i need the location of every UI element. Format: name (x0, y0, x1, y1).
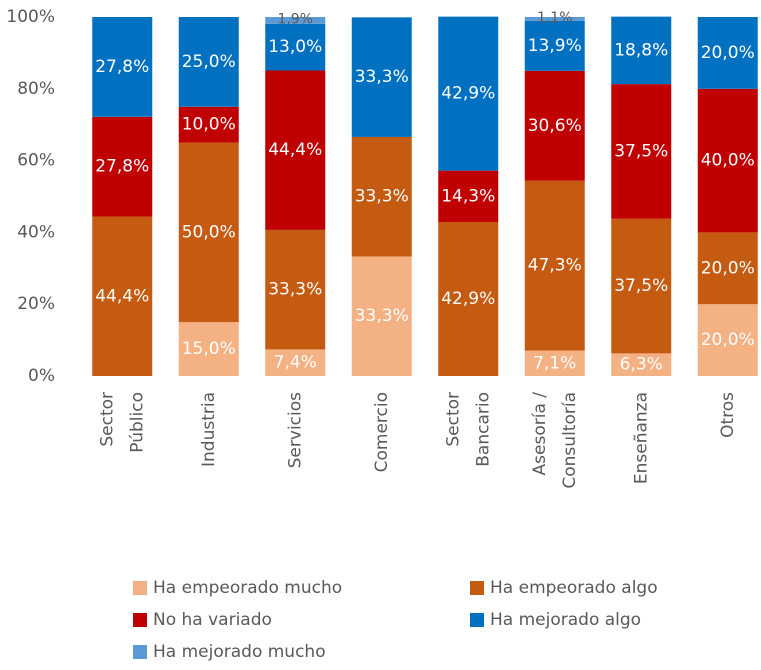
bar-segment (92, 116, 153, 217)
value-label: 27,8% (95, 57, 149, 77)
bar-segment (611, 84, 672, 219)
bar-segment (697, 304, 758, 376)
bar-segment (524, 180, 585, 351)
value-label: 27,8% (95, 157, 149, 177)
y-tick-label: 80% (17, 79, 55, 99)
bar-segment (178, 142, 239, 323)
x-tick-label: Bancario (473, 392, 493, 467)
value-label: 10,0% (182, 115, 236, 135)
value-label: 40,0% (701, 151, 755, 171)
bar-segment (611, 16, 672, 85)
x-tick-label: Servicios (285, 392, 305, 468)
bar-segment (265, 70, 326, 230)
x-tick-label: Otros (718, 392, 738, 438)
x-tick-label: Enseñanza (631, 392, 651, 484)
value-label: 13,0% (268, 37, 322, 57)
value-label: 33,3% (355, 187, 409, 207)
x-tick-label: Asesoría / (530, 392, 550, 476)
value-label: 6,3% (620, 355, 663, 375)
value-label: 44,4% (268, 140, 322, 160)
bar-segment (265, 17, 326, 24)
legend-label: Ha empeorado mucho (153, 578, 342, 598)
bar-segment (438, 16, 499, 171)
value-label: 25,0% (182, 52, 236, 72)
legend-swatch (133, 645, 147, 659)
legend-label: Ha empeorado algo (490, 578, 658, 598)
bar-segment (524, 350, 585, 376)
bar-segment (351, 136, 412, 257)
value-label: 42,9% (441, 289, 495, 309)
y-tick-label: 100% (6, 7, 55, 27)
bar-segment (265, 349, 326, 376)
value-label: 30,6% (528, 116, 582, 136)
value-label: 15,0% (182, 339, 236, 359)
bar-segment (265, 229, 326, 350)
value-label: 44,4% (95, 286, 149, 306)
legend-swatch (133, 581, 147, 595)
value-label: 50,0% (182, 222, 236, 242)
y-tick-label: 20% (17, 294, 55, 314)
bar-segment (611, 218, 672, 354)
bar-segment (438, 221, 499, 376)
value-label: 37,5% (614, 141, 668, 161)
value-label: 37,5% (614, 276, 668, 296)
value-label: 20,0% (701, 43, 755, 63)
y-tick-label: 60% (17, 151, 55, 171)
bar-segment (265, 23, 326, 71)
legend-swatch (470, 581, 484, 595)
x-tick-label: Sector (443, 392, 463, 447)
bar-segment (92, 17, 153, 117)
value-label: 1,9% (277, 11, 313, 27)
x-tick-label: Sector (97, 392, 117, 447)
bar-segment (524, 70, 585, 181)
value-label: 14,3% (441, 186, 495, 206)
legend-label: Ha mejorado algo (490, 610, 641, 630)
bar-segment (611, 353, 672, 376)
y-tick-label: 40% (17, 222, 55, 242)
bar-segment (697, 88, 758, 233)
bar-segment (438, 170, 499, 222)
x-tick-label: Industria (199, 392, 219, 467)
legend-swatch (470, 613, 484, 627)
value-label: 18,8% (614, 40, 668, 60)
bar-segment (351, 17, 412, 137)
value-label: 20,0% (701, 330, 755, 350)
legend-swatch (133, 613, 147, 627)
value-label: 33,3% (355, 67, 409, 87)
value-label: 33,3% (268, 280, 322, 300)
value-label: 33,3% (355, 306, 409, 326)
value-label: 1,1% (537, 10, 573, 26)
bar-segment (524, 17, 585, 21)
legend-label: No ha variado (153, 610, 272, 630)
bar-segment (351, 256, 412, 376)
value-label: 20,0% (701, 258, 755, 278)
bar-segment (178, 322, 239, 376)
y-tick-label: 0% (28, 366, 55, 386)
x-tick-label: Comercio (372, 392, 392, 472)
x-tick-label: Consultoría (560, 392, 580, 489)
value-label: 13,9% (528, 36, 582, 56)
value-label: 7,1% (533, 353, 576, 373)
bar-segment (697, 17, 758, 89)
bar-segment (697, 232, 758, 305)
bar-segment (92, 216, 153, 376)
value-label: 42,9% (441, 84, 495, 104)
x-tick-label: Público (127, 392, 147, 453)
bar-segment (178, 17, 239, 107)
bar-segment (524, 20, 585, 71)
bar-segment (178, 106, 239, 143)
legend-label: Ha mejorado mucho (153, 642, 326, 662)
value-label: 7,4% (274, 353, 317, 373)
value-label: 47,3% (528, 256, 582, 276)
